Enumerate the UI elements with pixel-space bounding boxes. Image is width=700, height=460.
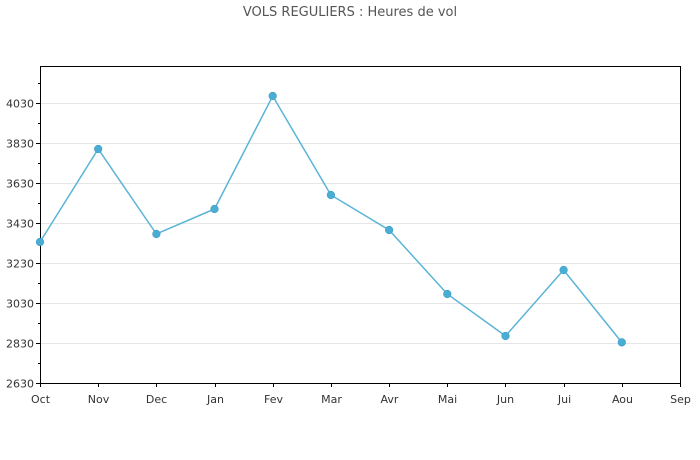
x-axis: Oct Nov Dec Jan Fev Mar Avr Mai Jun Jui Aou Sep [31,383,691,406]
y-tick-label: 4030 [6,98,34,111]
x-tick-label: Mar [321,393,342,406]
data-point [501,331,510,341]
y-axis: 2630 2830 3030 3230 3430 3630 3830 4030 [6,83,40,391]
data-point [326,190,336,200]
x-tick-label: Dec [146,393,167,406]
y-tick-label: 3230 [6,258,34,271]
data-point [268,91,277,101]
series-line [39,94,623,343]
x-tick-label: Mai [438,393,457,406]
x-tick-label: Nov [88,393,110,406]
y-tick-label: 2830 [6,338,34,351]
data-point [559,265,568,275]
data-point [210,204,219,214]
data-point [152,229,161,239]
y-tick-label: 3430 [6,218,34,231]
data-point [94,144,103,154]
y-tick-label: 3030 [6,298,34,311]
x-tick-label: Aou [612,393,633,406]
data-point [385,225,394,235]
x-tick-label: Jui [557,393,571,406]
y-tick-label: 2630 [6,378,34,391]
x-tick-label: Sep [670,393,691,406]
series-layer [35,91,626,347]
x-tick-label: Oct [31,393,51,406]
plot-area [40,66,681,384]
grid-lines [40,103,680,344]
data-point [443,289,452,299]
data-point [35,237,45,247]
y-tick-label: 3630 [6,178,34,191]
chart-title: VOLS REGULIERS : Heures de vol [242,5,458,20]
x-tick-label: Jan [206,393,224,406]
x-tick-label: Fev [264,393,283,406]
y-tick-label: 3830 [6,138,34,151]
x-tick-label: Jun [496,393,514,406]
data-point [617,338,626,347]
x-tick-label: Avr [381,393,399,406]
